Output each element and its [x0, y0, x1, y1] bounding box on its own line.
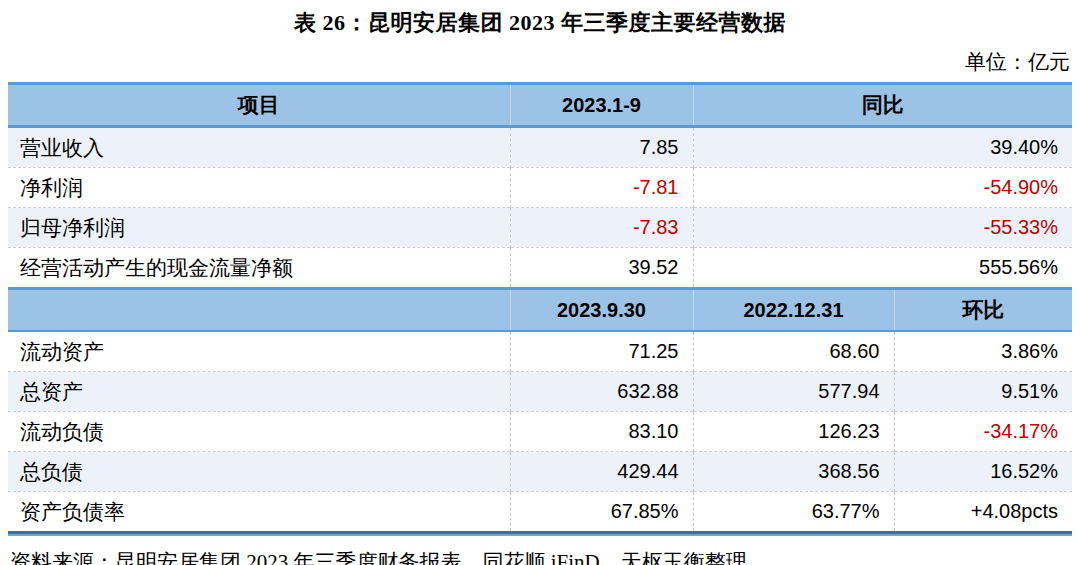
header-yoy: 同比	[693, 84, 1072, 127]
header-item: 项目	[8, 84, 510, 127]
row-value: -7.83	[510, 208, 693, 248]
header-mom: 环比	[894, 289, 1072, 332]
row-yoy: -54.90%	[693, 168, 1072, 208]
row-yoy: -55.33%	[693, 208, 1072, 248]
section2-header-row: 2023.9.30 2022.12.31 环比	[8, 289, 1072, 332]
row-label: 总负债	[8, 452, 510, 492]
table-row: 归母净利润 -7.83 -55.33%	[8, 208, 1072, 248]
row-value: 39.52	[510, 248, 693, 289]
table-row: 资产负债率 67.85% 63.77% +4.08pcts	[8, 492, 1072, 532]
table-row: 流动资产 71.25 68.60 3.86%	[8, 331, 1072, 372]
row-value-current: 67.85%	[510, 492, 693, 532]
header-period-2023-1-9: 2023.1-9	[510, 84, 693, 127]
source-note: 资料来源：昆明安居集团 2023 年三季度财务报表，同花顺 iFinD，天枢玉衡…	[10, 548, 1072, 565]
row-value: 7.85	[510, 127, 693, 168]
row-value-prior: 63.77%	[693, 492, 894, 532]
row-label: 资产负债率	[8, 492, 510, 532]
row-value: -7.81	[510, 168, 693, 208]
row-yoy: 39.40%	[693, 127, 1072, 168]
row-mom: 16.52%	[894, 452, 1072, 492]
table-row: 流动负债 83.10 126.23 -34.17%	[8, 412, 1072, 452]
financial-table: 项目 2023.1-9 同比 营业收入 7.85 39.40% 净利润 -7.8…	[8, 82, 1072, 531]
row-mom: +4.08pcts	[894, 492, 1072, 532]
table-row: 总负债 429.44 368.56 16.52%	[8, 452, 1072, 492]
row-value-prior: 577.94	[693, 372, 894, 412]
header-date-2022-12-31: 2022.12.31	[693, 289, 894, 332]
row-mom: 9.51%	[894, 372, 1072, 412]
document-page: 表 26：昆明安居集团 2023 年三季度主要经营数据 单位：亿元 项目 202…	[0, 0, 1080, 565]
row-label: 流动负债	[8, 412, 510, 452]
section1-header-row: 项目 2023.1-9 同比	[8, 84, 1072, 127]
row-label: 经营活动产生的现金流量净额	[8, 248, 510, 289]
table-row: 总资产 632.88 577.94 9.51%	[8, 372, 1072, 412]
row-label: 归母净利润	[8, 208, 510, 248]
row-value-prior: 126.23	[693, 412, 894, 452]
table-row: 净利润 -7.81 -54.90%	[8, 168, 1072, 208]
table-bottom-border	[8, 531, 1072, 536]
row-label: 营业收入	[8, 127, 510, 168]
row-yoy: 555.56%	[693, 248, 1072, 289]
row-mom: -34.17%	[894, 412, 1072, 452]
row-value-prior: 68.60	[693, 331, 894, 372]
row-label: 总资产	[8, 372, 510, 412]
table-row: 经营活动产生的现金流量净额 39.52 555.56%	[8, 248, 1072, 289]
unit-label: 单位：亿元	[8, 48, 1070, 76]
row-label: 流动资产	[8, 331, 510, 372]
table-title: 表 26：昆明安居集团 2023 年三季度主要经营数据	[8, 8, 1072, 38]
row-value-current: 632.88	[510, 372, 693, 412]
header-blank	[8, 289, 510, 332]
row-value-current: 429.44	[510, 452, 693, 492]
row-mom: 3.86%	[894, 331, 1072, 372]
table-row: 营业收入 7.85 39.40%	[8, 127, 1072, 168]
row-value-prior: 368.56	[693, 452, 894, 492]
row-label: 净利润	[8, 168, 510, 208]
row-value-current: 71.25	[510, 331, 693, 372]
header-date-2023-9-30: 2023.9.30	[510, 289, 693, 332]
row-value-current: 83.10	[510, 412, 693, 452]
